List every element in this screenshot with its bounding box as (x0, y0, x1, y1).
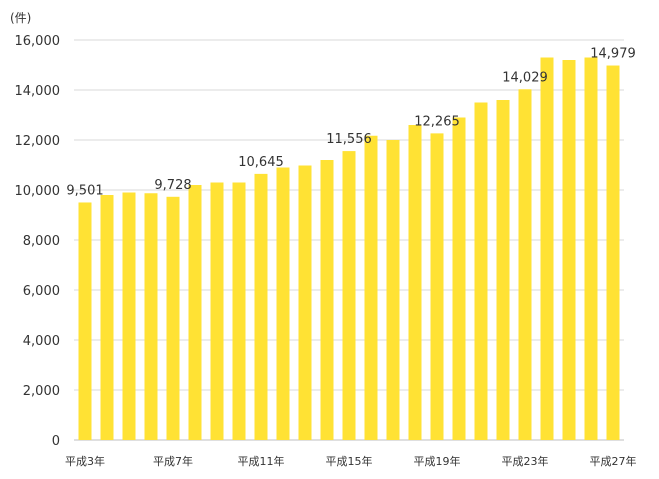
bar (342, 151, 356, 440)
bar (188, 185, 202, 440)
x-tick-label: 平成7年 (153, 454, 193, 468)
bar (210, 182, 224, 440)
bar (430, 133, 444, 440)
data-label: 12,265 (414, 114, 460, 129)
bar (298, 165, 312, 440)
bar (584, 57, 598, 440)
x-tick-label: 平成3年 (65, 454, 105, 468)
data-label: 14,029 (502, 70, 548, 85)
bar (452, 117, 466, 440)
x-tick-label: 平成19年 (414, 454, 461, 468)
bars (78, 57, 620, 441)
data-label: 9,728 (154, 178, 191, 193)
x-axis-ticks: 平成3年 平成7年 平成11年 平成15年 平成19年 平成23年 平成27年 (65, 454, 637, 468)
data-label: 10,645 (238, 155, 284, 170)
bar (100, 195, 114, 440)
y-tick-label: 14,000 (15, 84, 61, 99)
y-unit-label: (件) (10, 11, 32, 25)
data-label: 14,979 (590, 47, 636, 62)
bar (408, 125, 422, 440)
y-tick-label: 10,000 (15, 184, 61, 199)
y-tick-label: 2,000 (23, 384, 60, 399)
bar (606, 65, 620, 441)
bar (364, 135, 378, 440)
bar (276, 167, 290, 440)
y-tick-label: 4,000 (23, 334, 60, 349)
x-tick-label: 平成27年 (590, 454, 637, 468)
data-labels: 9,501 9,728 10,645 11,556 12,265 14,029 14,979 (66, 47, 635, 199)
y-tick-label: 12,000 (15, 134, 61, 149)
y-tick-label: 0 (52, 434, 60, 449)
data-label: 9,501 (66, 183, 103, 198)
bar (496, 100, 510, 440)
bar (144, 193, 158, 440)
bar (254, 173, 268, 440)
y-tick-label: 8,000 (23, 234, 60, 249)
data-label: 11,556 (326, 132, 372, 147)
bar (386, 140, 400, 440)
bar (320, 160, 334, 440)
bar (122, 192, 136, 440)
bar (518, 89, 532, 441)
y-tick-label: 6,000 (23, 284, 60, 299)
x-tick-label: 平成15年 (326, 454, 373, 468)
y-tick-label: 16,000 (15, 34, 61, 49)
bar (474, 102, 488, 440)
x-tick-label: 平成11年 (238, 454, 285, 468)
bar (540, 57, 554, 440)
y-axis-ticks: 0 2,000 4,000 6,000 8,000 10,000 12,000 14,000 1… (15, 34, 61, 449)
x-tick-label: 平成23年 (502, 454, 549, 468)
bar (166, 196, 180, 440)
bar (562, 60, 576, 440)
bar (78, 202, 92, 440)
bar (232, 182, 246, 440)
